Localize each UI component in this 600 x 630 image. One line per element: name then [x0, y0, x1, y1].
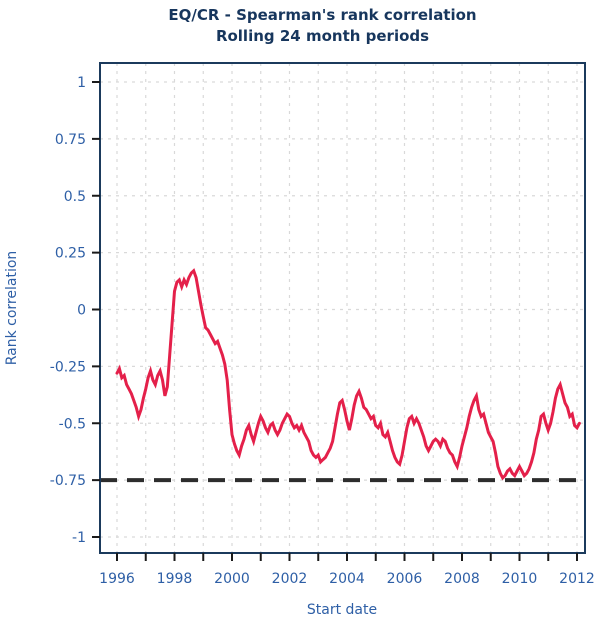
chart-title: EQ/CR - Spearman's rank correlation Roll…: [45, 5, 600, 47]
chart-title-line1: EQ/CR - Spearman's rank correlation: [168, 6, 477, 24]
x-tick-label: 2010: [502, 571, 538, 587]
correlation-series-line: [115, 268, 581, 481]
x-tick-label: 2000: [214, 571, 250, 587]
x-tick-label: 1996: [99, 571, 135, 587]
x-axis-tick-labels: 1996 1998 2000 2002 2004 2006 2008 2010 2012: [99, 571, 595, 587]
x-tick-label: 1998: [157, 571, 193, 587]
y-tick-label: 0: [77, 303, 86, 319]
y-tick-label: 0.75: [55, 132, 86, 148]
y-tick-label: 1: [77, 75, 86, 91]
x-tick-label: 2002: [272, 571, 308, 587]
x-axis-title: Start date: [307, 602, 377, 618]
data-line: [115, 268, 581, 481]
chart-title-line2: Rolling 24 month periods: [215, 27, 430, 45]
y-tick-label: -0.5: [59, 416, 86, 432]
y-axis-tick-labels: 1 0.75 0.5 0.25 0 -0.25 -0.5 -0.75 -1: [50, 75, 86, 546]
x-tick-label: 2012: [559, 571, 595, 587]
grid-lines: [100, 63, 585, 553]
y-tick-label: 0.25: [55, 246, 86, 262]
y-tick-label: -1: [72, 530, 86, 546]
y-tick-label: -0.25: [50, 359, 86, 375]
y-axis-title: Rank correlation: [4, 251, 20, 366]
x-tick-label: 2004: [329, 571, 365, 587]
y-tick-label: -0.75: [50, 473, 86, 489]
x-tick-label: 2006: [387, 571, 423, 587]
plot-border: [99, 62, 586, 554]
y-tick-label: 0.5: [64, 189, 86, 205]
x-tick-label: 2008: [444, 571, 480, 587]
axis-ticks: [92, 81, 578, 561]
